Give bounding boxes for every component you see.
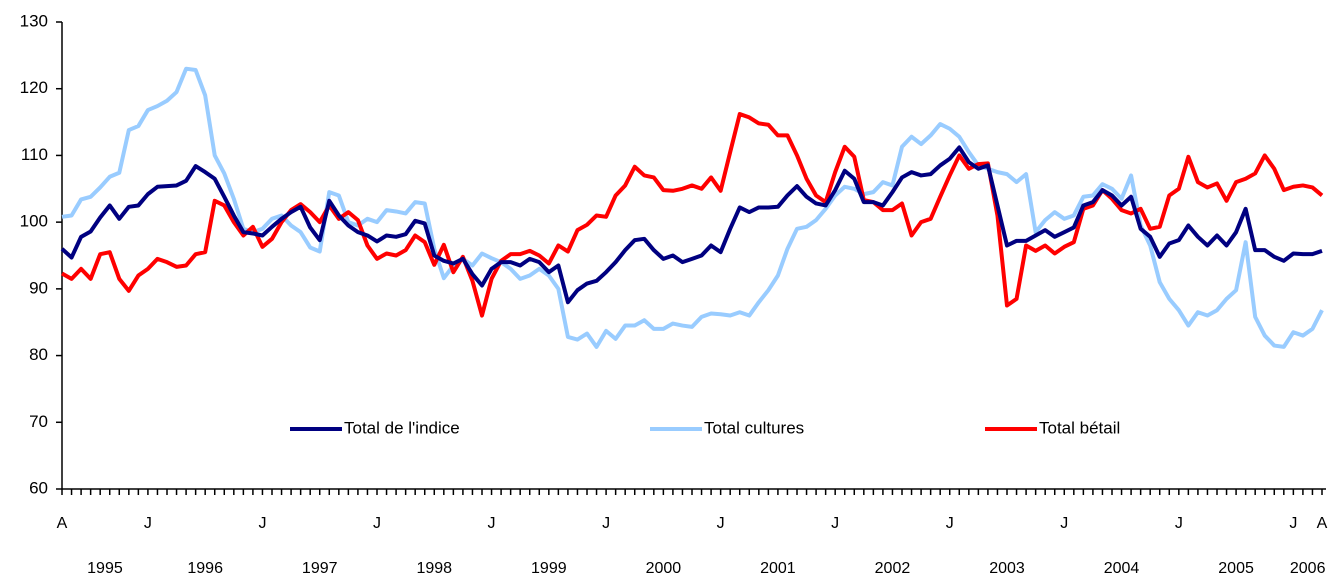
x-tick-label: J: [258, 515, 266, 532]
x-tick-label: J: [1289, 515, 1297, 532]
y-tick-label: 70: [29, 412, 48, 431]
y-tick-label: 110: [21, 145, 48, 164]
x-tick-label: J: [373, 515, 381, 532]
x-tick-label: J: [1175, 515, 1183, 532]
year-label: 2002: [875, 560, 911, 577]
year-label: 2001: [760, 560, 796, 577]
y-tick-label: 90: [29, 278, 48, 297]
y-tick-label: 100: [20, 212, 48, 231]
y-tick-label: 130: [20, 11, 48, 30]
year-label: 1999: [531, 560, 567, 577]
series-line: [61, 66, 1324, 349]
x-tick-label: J: [717, 515, 725, 532]
x-tick-label: J: [831, 515, 839, 532]
y-tick-label: 60: [29, 478, 48, 497]
year-label: 2003: [989, 560, 1025, 577]
x-tick-label: J: [1060, 515, 1068, 532]
series-line: [60, 145, 1323, 305]
year-label: 2004: [1104, 560, 1140, 577]
legend-label: Total de l'indice: [344, 418, 460, 437]
year-label: 1997: [302, 560, 338, 577]
year-label: 1996: [187, 560, 223, 577]
year-label: 2000: [646, 560, 682, 577]
year-label: 2006: [1290, 560, 1326, 577]
y-tick-label: 120: [20, 78, 48, 97]
legend-label: Total bétail: [1039, 418, 1120, 437]
series-line: [61, 112, 1324, 318]
x-tick-label: J: [488, 515, 496, 532]
year-label: 1995: [87, 560, 123, 577]
x-tick-label: J: [602, 515, 610, 532]
x-tick-label: J: [144, 515, 152, 532]
x-tick-label: J: [946, 515, 954, 532]
x-tick-label: A: [1317, 515, 1328, 532]
year-label: 2005: [1218, 560, 1254, 577]
y-tick-label: 80: [29, 345, 48, 364]
year-label: 1998: [416, 560, 452, 577]
x-tick-label: A: [57, 515, 68, 532]
legend-label: Total cultures: [704, 418, 804, 437]
